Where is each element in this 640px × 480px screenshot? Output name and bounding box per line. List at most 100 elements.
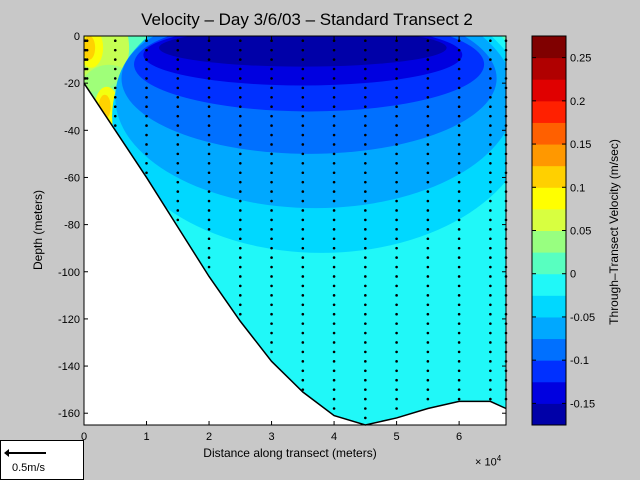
plot-area (83, 36, 508, 426)
measurement-point (238, 284, 242, 288)
measurement-point (238, 58, 242, 61)
colorbar-swatch (532, 100, 566, 123)
measurement-point (301, 95, 305, 99)
measurement-point (457, 378, 461, 382)
measurement-point (457, 237, 461, 241)
measurement-point (332, 95, 336, 99)
measurement-point (364, 58, 367, 61)
measurement-point (395, 58, 398, 61)
measurement-point (238, 152, 242, 156)
measurement-point (332, 77, 336, 80)
measurement-point (176, 218, 180, 222)
measurement-point (270, 303, 273, 307)
measurement-point (145, 105, 148, 109)
measurement-point (332, 162, 336, 165)
measurement-point (364, 265, 367, 269)
measurement-point (270, 322, 273, 325)
measurement-point (270, 180, 273, 184)
measurement-point (301, 171, 305, 175)
measurement-point (176, 86, 180, 90)
measurement-point (395, 275, 398, 278)
x-tick-label: 0 (81, 431, 87, 440)
measurement-point (489, 237, 492, 241)
measurement-point (176, 171, 180, 175)
measurement-point (457, 397, 461, 401)
measurement-point (457, 209, 461, 212)
measurement-point (207, 180, 211, 184)
measurement-point (238, 86, 242, 90)
measurement-point (207, 256, 211, 259)
measurement-point (457, 275, 461, 278)
measurement-point (207, 67, 211, 71)
measurement-point (145, 86, 148, 90)
colorbar-swatch (532, 381, 566, 404)
colorbar-swatch (532, 208, 566, 231)
measurement-point (332, 275, 336, 278)
measurement-point (364, 86, 367, 90)
x-tick-label: 5 (394, 431, 400, 440)
measurement-point (332, 256, 336, 259)
measurement-point (270, 218, 273, 222)
measurement-point (301, 48, 305, 52)
measurement-point (426, 275, 430, 278)
measurement-point (426, 152, 430, 156)
x-tick-label: 1 (143, 431, 149, 440)
measurement-point (238, 162, 242, 165)
measurement-point (270, 275, 273, 278)
y-tick-label: -100 (58, 267, 80, 279)
colorbar-tick-label: 0.25 (570, 53, 591, 65)
measurement-point (301, 190, 305, 193)
measurement-point (364, 416, 367, 420)
measurement-point (238, 95, 242, 99)
measurement-point (332, 143, 336, 146)
measurement-point (301, 209, 305, 212)
measurement-point (238, 228, 242, 231)
measurement-point (364, 114, 367, 118)
measurement-point (332, 294, 336, 297)
measurement-point (332, 360, 336, 363)
y-tick-label: -80 (64, 220, 80, 232)
colorbar-tick-label: -0.05 (570, 312, 595, 324)
measurement-point (238, 77, 242, 80)
measurement-point (395, 180, 398, 184)
measurement-point (426, 246, 430, 250)
measurement-point (426, 124, 430, 127)
measurement-point (426, 143, 430, 146)
colorbar-swatch (532, 230, 566, 253)
measurement-point (426, 209, 430, 212)
measurement-point (489, 95, 492, 99)
measurement-point (364, 341, 367, 344)
y-tick-label: -140 (58, 361, 80, 373)
measurement-point (207, 105, 211, 109)
measurement-point (176, 124, 180, 127)
measurement-point (426, 133, 430, 137)
measurement-point (270, 331, 273, 335)
measurement-point (332, 180, 336, 184)
colorbar-swatch (532, 36, 566, 59)
measurement-point (238, 199, 242, 203)
velocity-figure: 0 1 2 3 4 5 6 0 -20 -40 -60 -80 -100 -120 -140 -160 0.2… (31, 10, 621, 440)
measurement-point (489, 397, 492, 401)
measurement-point (301, 265, 305, 269)
measurement-point (364, 162, 367, 165)
measurement-point (113, 58, 117, 61)
x-multiplier-exponent: 4 (496, 454, 502, 463)
measurement-point (207, 58, 211, 61)
measurement-point (364, 294, 367, 297)
measurement-point (332, 171, 336, 175)
colorbar-tick-label: 0.2 (570, 96, 585, 108)
measurement-point (270, 265, 273, 269)
measurement-point (364, 77, 367, 80)
measurement-point (176, 48, 180, 52)
colorbar-swatch (532, 273, 566, 296)
measurement-point (207, 48, 211, 52)
measurement-point (395, 265, 398, 269)
measurement-point (270, 162, 273, 165)
measurement-point (457, 180, 461, 184)
measurement-point (270, 152, 273, 156)
measurement-point (457, 228, 461, 231)
measurement-point (270, 48, 273, 52)
measurement-point (489, 369, 492, 373)
measurement-point (457, 284, 461, 288)
measurement-point (238, 294, 242, 297)
